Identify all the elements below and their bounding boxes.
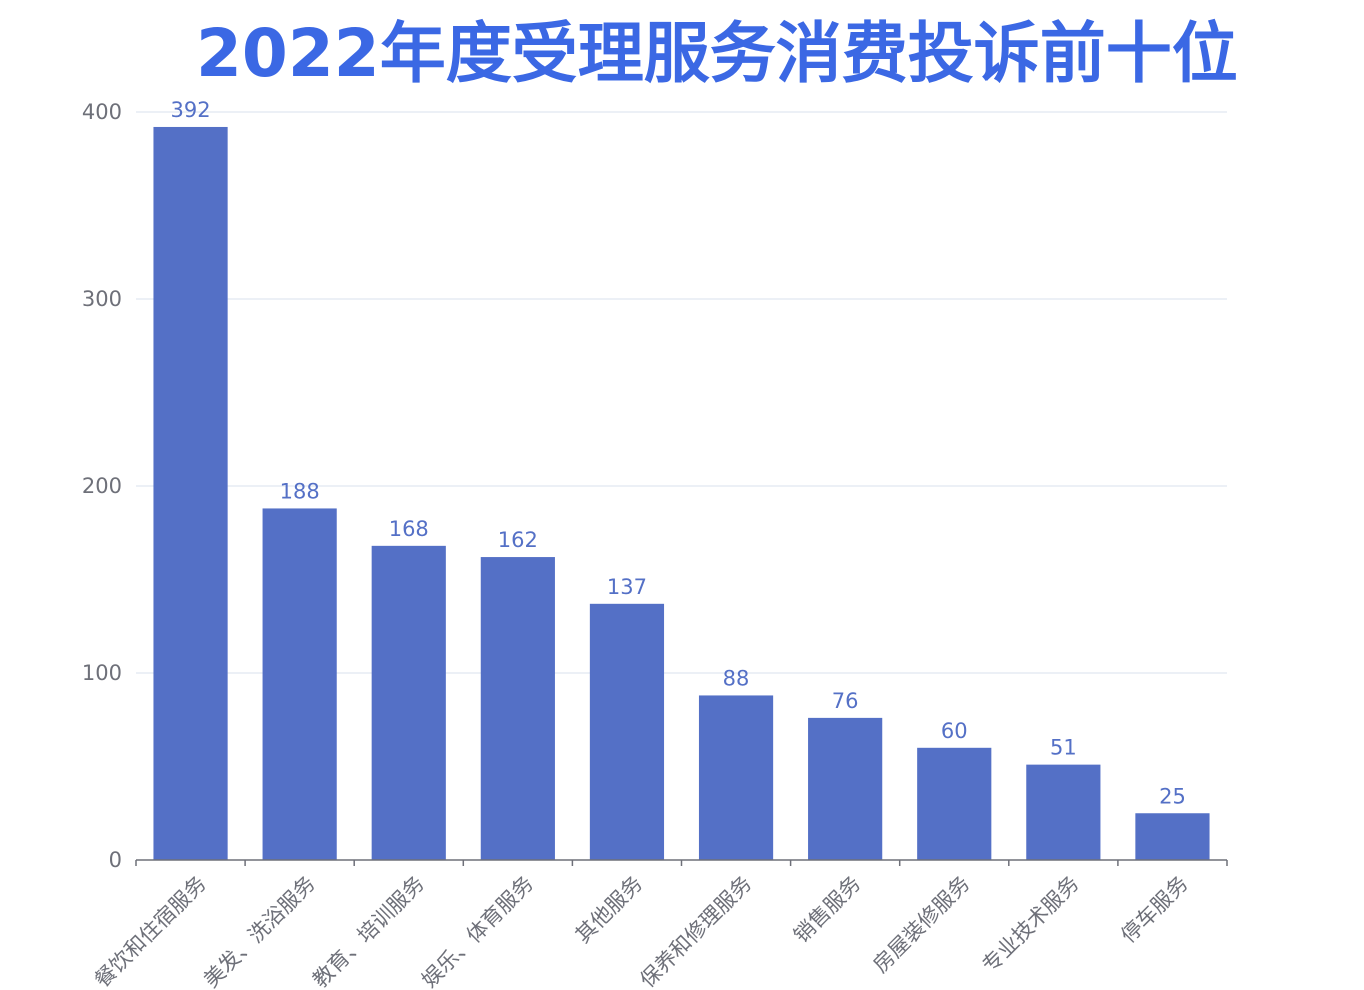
x-category-label: 餐饮和住宿服务 bbox=[90, 871, 211, 990]
data-label: 76 bbox=[832, 689, 859, 713]
bar bbox=[480, 557, 555, 860]
y-tick-label: 200 bbox=[82, 474, 122, 498]
y-tick-label: 300 bbox=[82, 287, 122, 311]
x-category-label: 停车服务 bbox=[1116, 871, 1192, 947]
chart-title: 2022年度受理服务消费投诉前十位 bbox=[196, 15, 1238, 92]
data-label: 88 bbox=[723, 666, 750, 690]
x-category-label: 教育、培训服务 bbox=[308, 871, 429, 990]
x-category-label: 娱乐、体育服务 bbox=[417, 871, 538, 990]
x-axis bbox=[135, 859, 1228, 866]
x-category-label: 房屋装修服务 bbox=[868, 871, 974, 977]
bar bbox=[371, 545, 446, 860]
x-category-label: 美发、洗浴服务 bbox=[199, 871, 320, 990]
bars bbox=[153, 126, 1210, 860]
data-label: 162 bbox=[498, 528, 538, 552]
data-labels: 392 188 168 162 137 88 76 60 51 25 bbox=[171, 98, 1186, 808]
bar bbox=[1135, 813, 1210, 860]
x-category-label: 其他服务 bbox=[571, 871, 647, 947]
y-axis-tick-labels: 0 100 200 300 400 bbox=[82, 100, 122, 872]
bar bbox=[153, 126, 228, 860]
bar bbox=[808, 717, 883, 860]
x-category-label: 销售服务 bbox=[789, 871, 865, 947]
bar bbox=[698, 695, 774, 860]
y-tick-label: 0 bbox=[109, 848, 122, 872]
data-label: 392 bbox=[171, 98, 211, 122]
x-axis-category-labels: 餐饮和住宿服务美发、洗浴服务教育、培训服务娱乐、体育服务 其他服务保养和修理服务销… bbox=[90, 871, 1193, 990]
data-label: 60 bbox=[941, 719, 968, 743]
bar bbox=[262, 508, 337, 860]
data-label: 51 bbox=[1050, 736, 1077, 760]
bar bbox=[917, 747, 992, 860]
bar bbox=[589, 603, 665, 860]
data-label: 168 bbox=[389, 517, 429, 541]
data-label: 188 bbox=[280, 479, 320, 503]
data-label: 137 bbox=[607, 575, 647, 599]
x-category-label: 保养和修理服务 bbox=[635, 871, 756, 990]
x-category-label: 专业技术服务 bbox=[978, 871, 1084, 977]
y-tick-label: 100 bbox=[82, 661, 122, 685]
bar bbox=[1026, 764, 1101, 860]
data-label: 25 bbox=[1159, 784, 1186, 808]
y-tick-label: 400 bbox=[82, 100, 122, 124]
